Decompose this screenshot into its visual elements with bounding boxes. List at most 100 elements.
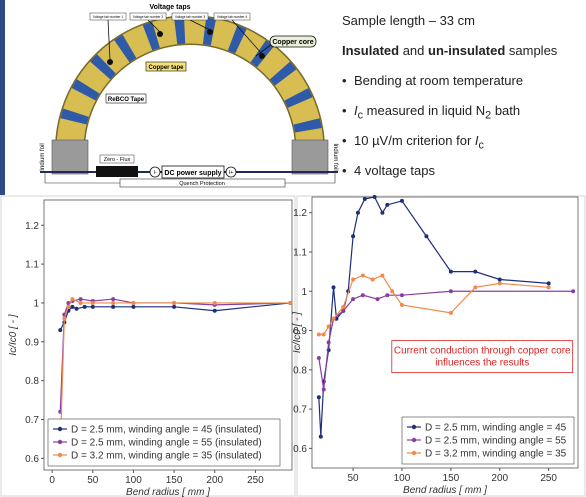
- data-point: [74, 306, 79, 311]
- indium-foil-left: [51, 139, 89, 175]
- series-line: [318, 290, 574, 390]
- data-point: [448, 310, 453, 315]
- data-point: [375, 297, 380, 302]
- y-tick-label: 1.2: [25, 221, 39, 232]
- rebco-box: [105, 93, 147, 104]
- data-point: [62, 316, 67, 321]
- data-point: [66, 304, 71, 309]
- text-part: 4 voltage taps: [354, 163, 435, 178]
- copper-core-box: [269, 35, 317, 48]
- data-point: [172, 304, 177, 309]
- setup-diagram: Voltage taps Voltage tab number 1 Voltag…: [40, 4, 338, 188]
- data-point: [351, 234, 356, 239]
- legend-label: D = 3.2 mm, winding angle = 35: [425, 449, 567, 460]
- x-tick-label: 50: [87, 475, 99, 486]
- tap-wire: [147, 19, 161, 33]
- legend-marker: [411, 437, 417, 443]
- zero-flux-box: [99, 154, 135, 164]
- legend-marker: [57, 452, 63, 458]
- x-tick-label: 100: [125, 475, 142, 486]
- copper-tape-box: [145, 61, 187, 72]
- sample-length: Sample length – 33 cm: [342, 13, 475, 28]
- y-tick-label: 1.1: [293, 247, 307, 258]
- x-tick-label: 50: [348, 473, 360, 484]
- legend-label: D = 3.2 mm, winding angle = 35 (insulate…: [71, 451, 262, 462]
- quench-wire: [285, 172, 336, 184]
- y-tick-label: 0.8: [25, 376, 39, 387]
- y-tick-label: 1.2: [293, 208, 307, 219]
- legend-marker: [411, 450, 417, 456]
- data-point: [473, 269, 478, 274]
- zero-flux-sensor: [96, 166, 138, 177]
- data-point: [360, 293, 365, 298]
- tap-dot: [207, 29, 213, 35]
- description: Sample length – 33 cm Insulated and un-i…: [342, 10, 582, 190]
- data-point: [82, 304, 87, 309]
- x-tick-label: 200: [491, 473, 508, 484]
- tap-dot: [107, 59, 113, 65]
- indium-foil-label: Indium foil: [332, 143, 338, 170]
- data-point: [399, 293, 404, 298]
- data-point: [111, 297, 116, 302]
- y-tick-label: 0.9: [25, 337, 39, 348]
- copper-tape-label: Copper tape: [148, 65, 184, 71]
- bullet: 4 voltage taps: [342, 160, 582, 190]
- annotation-box: [391, 340, 574, 374]
- data-point: [390, 289, 395, 294]
- data-point: [331, 285, 336, 290]
- copper-core-label: Copper core: [272, 39, 313, 46]
- y-tick-label: 0.9: [293, 326, 307, 337]
- plot-area: [311, 196, 579, 469]
- data-point: [70, 297, 75, 302]
- data-point: [385, 202, 390, 207]
- x-tick-label: 200: [206, 475, 223, 486]
- data-point: [331, 316, 336, 321]
- text-part: samples: [505, 43, 558, 58]
- tap-box: [129, 12, 167, 21]
- rebco-stripes: [56, 16, 324, 151]
- y-tick-label: 1.1: [25, 260, 39, 271]
- tap-box: [213, 12, 251, 21]
- terminal-label: I-: [153, 170, 156, 176]
- x-tick-label: 150: [166, 475, 183, 486]
- tap-wire: [231, 19, 263, 55]
- voltage-taps-label: Voltage taps: [149, 4, 190, 11]
- tap-label: Voltage tab number 3: [175, 15, 206, 19]
- bullet: 10 µV/m criterion for Ic: [342, 130, 582, 160]
- data-point: [316, 395, 321, 400]
- annotation: Current conduction through copper core in…: [394, 346, 571, 369]
- data-point: [321, 332, 326, 337]
- legend-box: [47, 418, 281, 467]
- text-bold: Insulated: [342, 43, 400, 58]
- symbol: I: [474, 133, 479, 148]
- data-point: [318, 434, 323, 439]
- data-point: [172, 300, 177, 305]
- legend-marker: [57, 439, 63, 445]
- legend-marker: [57, 426, 63, 432]
- annotation-line: Current conduction through copper core: [394, 346, 571, 357]
- pointer: [255, 43, 273, 57]
- data-point: [546, 281, 551, 286]
- rebco-label: ReBCO Tape: [108, 97, 145, 103]
- x-tick-label: 0: [49, 475, 55, 486]
- data-point: [212, 300, 217, 305]
- data-point: [111, 300, 116, 305]
- symbol: I: [354, 103, 358, 118]
- data-point: [355, 210, 360, 215]
- side-strip: [0, 0, 5, 195]
- y-tick-label: 0.8: [293, 365, 307, 376]
- data-point: [78, 300, 83, 305]
- samples: Insulated and un-insulated samples: [342, 40, 582, 70]
- data-point: [370, 277, 375, 282]
- power-supply-label: DC power supply: [164, 170, 221, 177]
- data-point: [546, 285, 551, 290]
- tap-box: [171, 12, 209, 21]
- data-point: [288, 300, 293, 305]
- x-tick-label: 100: [394, 473, 411, 484]
- terminal: [225, 166, 237, 178]
- tap-dot: [157, 31, 163, 37]
- data-point: [362, 196, 367, 201]
- x-tick-label: 150: [443, 473, 460, 484]
- data-point: [351, 297, 356, 302]
